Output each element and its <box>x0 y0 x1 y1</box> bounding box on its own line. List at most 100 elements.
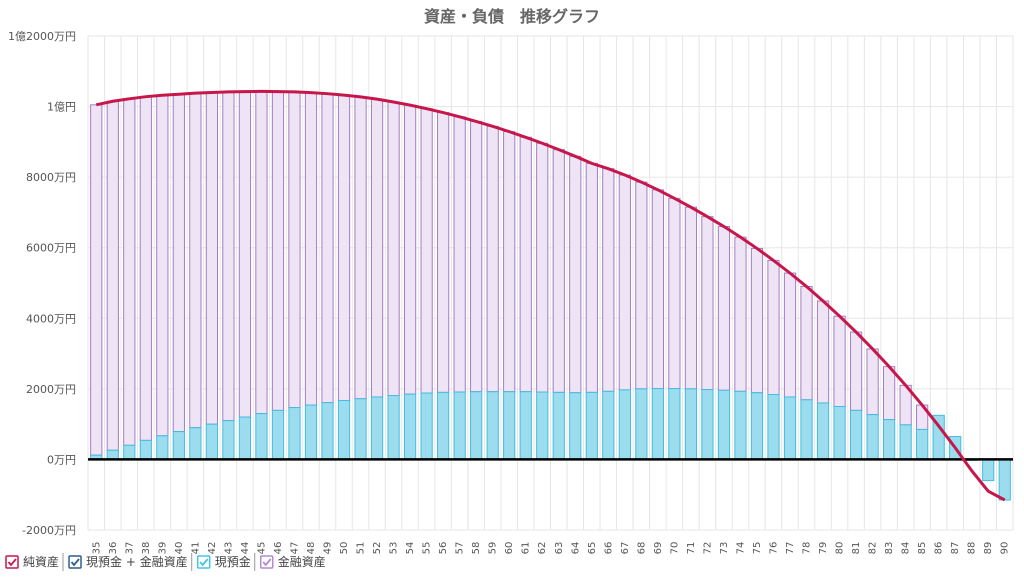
x-tick-label: 45 <box>256 542 267 555</box>
financial-assets-bar <box>238 91 252 418</box>
financial-assets-bar <box>668 197 681 390</box>
cash-bar <box>321 402 334 460</box>
y-axis-ticks: 1億2000万円 1億円 8000万円 6000万円 4000万円 2000万円 0万円 -2… <box>8 30 76 537</box>
x-tick-label: 66 <box>603 542 614 555</box>
financial-assets-bar <box>420 108 433 394</box>
x-tick-label: 78 <box>802 542 813 555</box>
x-tick-label: 65 <box>587 542 598 555</box>
legend-checkbox-icon <box>5 555 19 569</box>
cash-bar <box>387 395 400 460</box>
x-tick-label: 84 <box>901 542 912 555</box>
x-tick-label: 70 <box>669 542 680 555</box>
x-tick-label: 74 <box>735 542 746 555</box>
cash-bar <box>370 396 384 460</box>
financial-assets-bar <box>701 216 714 391</box>
x-tick-label: 89 <box>983 542 994 555</box>
financial-assets-bar <box>717 226 731 391</box>
cash-bar <box>503 391 516 460</box>
cash-bar <box>437 391 450 460</box>
x-tick-label: 44 <box>240 542 251 555</box>
legend-checkbox-icon <box>196 555 211 569</box>
net-assets-line <box>95 89 1006 502</box>
financial-assets-bar <box>816 300 830 404</box>
x-tick-label: 37 <box>124 542 135 555</box>
x-tick-label: 35 <box>91 542 102 555</box>
cash-bar <box>271 409 285 460</box>
x-tick-label: 88 <box>967 542 978 555</box>
x-tick-label: 83 <box>884 542 895 555</box>
x-tick-label: 60 <box>504 542 515 555</box>
financial-assets-bar <box>767 259 780 396</box>
financial-assets-bar <box>288 91 301 409</box>
legend-item: 金融資産 <box>259 554 326 569</box>
financial-assets-bar <box>503 131 516 393</box>
cash-bar <box>849 409 863 460</box>
legend-label: 純資産 <box>23 554 59 569</box>
x-tick-label: 63 <box>554 542 565 555</box>
financial-assets-bar <box>370 98 384 398</box>
x-tick-label: 42 <box>207 542 218 555</box>
y-tick-label: 2000万円 <box>26 383 76 396</box>
cash-bar <box>552 391 565 460</box>
financial-assets-bar <box>172 93 185 433</box>
x-tick-label: 69 <box>653 542 664 555</box>
financial-assets-bar <box>453 116 466 393</box>
cash-bar <box>486 391 499 460</box>
financial-assets-bar <box>205 91 218 425</box>
x-tick-label: 53 <box>389 542 400 555</box>
x-tick-label: 68 <box>636 542 647 555</box>
x-tick-label: 41 <box>190 542 201 555</box>
x-tick-label: 56 <box>438 542 449 555</box>
financial-assets-bar <box>651 189 664 390</box>
financial-assets-bar <box>866 348 879 416</box>
cash-bar <box>618 389 631 460</box>
chart-title: 資産・負債 推移グラフ <box>424 7 600 26</box>
financial-assets-bar <box>123 98 136 446</box>
cash-bar <box>519 391 532 460</box>
financial-assets-bar <box>387 101 400 397</box>
cash-bar <box>172 431 185 460</box>
y-tick-label: 1億2000万円 <box>8 30 76 43</box>
cash-bar <box>866 414 879 460</box>
financial-assets-bar <box>222 91 235 422</box>
x-tick-label: 77 <box>785 542 796 555</box>
cash-bar <box>189 427 202 460</box>
financial-assets-bar <box>304 92 318 406</box>
x-tick-label: 90 <box>1000 542 1011 555</box>
x-tick-label: 55 <box>422 542 433 555</box>
cash-bar <box>734 390 747 460</box>
y-tick-label: 4000万円 <box>26 312 76 325</box>
x-tick-label: 50 <box>339 542 350 555</box>
x-tick-label: 54 <box>405 542 416 555</box>
y-tick-label: 6000万円 <box>26 242 76 255</box>
financial-assets-bar <box>750 247 764 394</box>
legend-item: 現預金 + 金融資産 <box>68 554 188 569</box>
financial-assets-bar <box>189 92 202 429</box>
x-tick-label: 86 <box>934 542 945 555</box>
x-tick-label: 75 <box>752 542 763 555</box>
cash-bar <box>420 392 433 460</box>
cash-bar <box>916 428 929 460</box>
financial-assets-bar <box>255 90 268 415</box>
x-tick-label: 38 <box>141 542 152 555</box>
financial-assets-bar <box>519 136 532 393</box>
financial-assets-bar <box>156 94 169 437</box>
x-tick-label: 39 <box>157 542 168 555</box>
x-tick-label: 71 <box>686 542 697 555</box>
financial-assets-bar <box>800 286 813 401</box>
x-tick-label: 85 <box>917 542 928 555</box>
financial-assets-bar <box>90 104 103 456</box>
legend-label: 金融資産 <box>278 554 326 569</box>
financial-assets-bar <box>833 315 846 408</box>
x-tick-label: 57 <box>455 542 466 555</box>
cash-bar <box>205 423 218 460</box>
x-tick-label: 80 <box>835 542 846 555</box>
x-tick-label: 67 <box>620 542 631 555</box>
cash-bar <box>816 402 830 460</box>
y-tick-label: 0万円 <box>47 453 76 466</box>
cash-bar <box>767 394 780 460</box>
x-tick-label: 52 <box>372 542 383 555</box>
cash-bar <box>139 439 152 460</box>
cash-bar <box>288 407 301 460</box>
